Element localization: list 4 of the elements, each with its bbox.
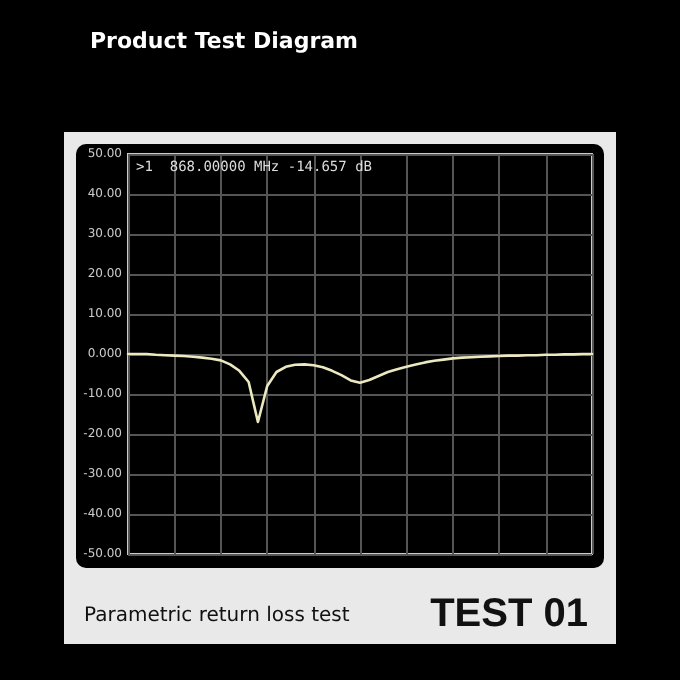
line-series (126, 352, 594, 424)
chart-title: Product Test Diagram (90, 28, 359, 54)
text: Parametric return loss test (84, 605, 350, 627)
text: TEST 01 (430, 592, 589, 636)
